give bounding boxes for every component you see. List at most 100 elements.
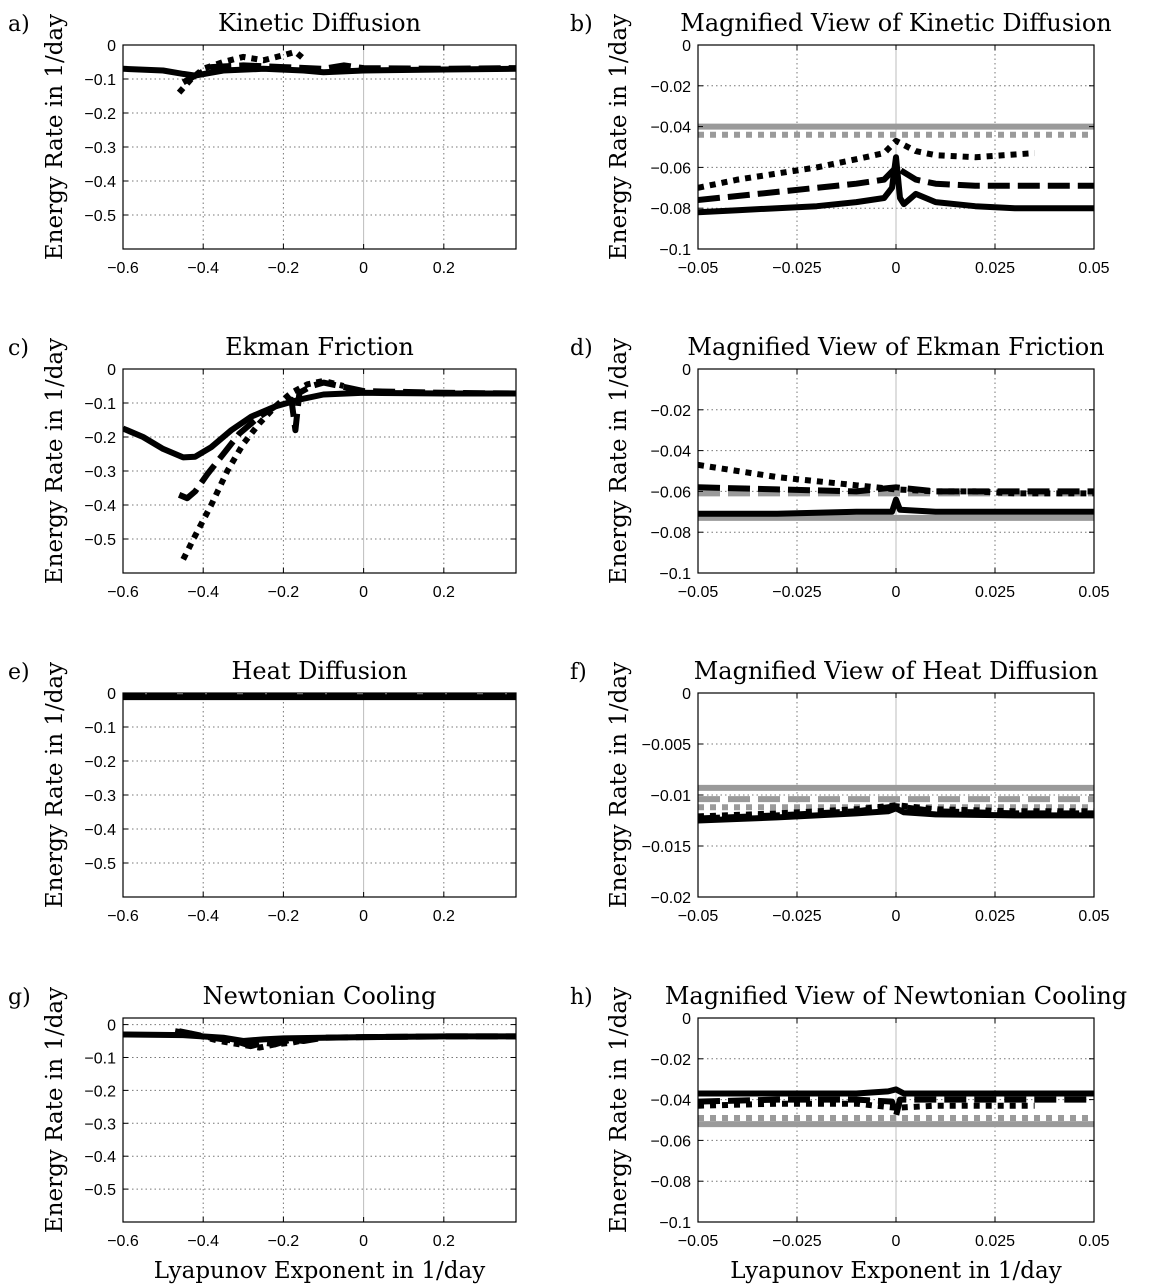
- y-tick-label: −0.08: [651, 1174, 692, 1191]
- y-tick-label: −0.06: [651, 484, 692, 501]
- y-tick-label: −0.4: [84, 174, 116, 191]
- y-tick-label: −0.02: [651, 890, 692, 907]
- y-tick-label: −0.1: [84, 1050, 116, 1067]
- x-tick-label: 0.2: [433, 1233, 455, 1250]
- x-tick-label: −0.025: [772, 908, 821, 925]
- panel-title: Magnified View of Ekman Friction: [687, 333, 1104, 361]
- y-tick-label: −0.3: [84, 1116, 116, 1133]
- x-tick-label: −0.2: [268, 908, 300, 925]
- y-tick-label: −0.1: [659, 1215, 691, 1232]
- x-tick-label: 0.05: [1078, 584, 1109, 601]
- series-group: [123, 377, 516, 561]
- y-axis-label: Energy Rate in 1/day: [42, 338, 68, 584]
- series-line-dotted-black: [698, 802, 1094, 820]
- y-axis-label: Energy Rate in 1/day: [42, 14, 68, 260]
- y-tick-label: 0: [682, 362, 691, 379]
- plot-area: [123, 693, 516, 897]
- x-tick-label: −0.6: [107, 1233, 139, 1250]
- y-tick-label: −0.3: [84, 464, 116, 481]
- x-tick-label: −0.05: [678, 908, 719, 925]
- y-tick-label: −0.015: [642, 839, 691, 856]
- y-tick-label: −0.04: [651, 444, 692, 461]
- x-tick-label: 0: [359, 260, 368, 277]
- y-tick-label: −0.5: [84, 532, 116, 549]
- x-tick-label: −0.6: [107, 908, 139, 925]
- y-tick-label: −0.01: [651, 788, 692, 805]
- y-tick-label: −0.02: [651, 403, 692, 420]
- y-tick-label: −0.5: [84, 208, 116, 225]
- x-tick-label: −0.05: [678, 1233, 719, 1250]
- y-tick-label: −0.08: [651, 525, 692, 542]
- series-line-dotted-black: [698, 1100, 1035, 1111]
- panel-b: −0.05 −0.025 0 0.025 0.05 0 −0.02 −0.04 −0.06 −0.…: [570, 9, 1112, 277]
- y-tick-label: 0: [107, 1018, 116, 1035]
- y-tick-label: −0.2: [84, 106, 116, 123]
- x-tick-label: 0.025: [975, 1233, 1015, 1250]
- panel-title: Kinetic Diffusion: [218, 9, 421, 37]
- series-group: [123, 1028, 516, 1051]
- series-line-solid-black: [698, 496, 1094, 517]
- y-tick-label: 0: [682, 1011, 691, 1028]
- x-axis-label: Lyapunov Exponent in 1/day: [730, 1258, 1062, 1284]
- y-tick-label: −0.02: [651, 1052, 692, 1069]
- x-tick-label: 0.05: [1078, 908, 1109, 925]
- x-tick-label: 0: [359, 584, 368, 601]
- x-tick-label: −0.6: [107, 584, 139, 601]
- x-tick-label: 0: [359, 1233, 368, 1250]
- x-tick-label: −0.6: [107, 260, 139, 277]
- x-tick-label: 0: [892, 260, 901, 277]
- x-tick-label: −0.4: [187, 908, 219, 925]
- panel-letter: e): [8, 660, 30, 685]
- x-tick-label: −0.025: [772, 584, 821, 601]
- panel-a: −0.6 −0.4 −0.2 0 0.2 0 −0.1 −0.2 −0.3 −0.4 −0.5 Kin…: [8, 9, 517, 277]
- y-tick-label: −0.5: [84, 1182, 116, 1199]
- series-line-dashed-black: [698, 1096, 1094, 1119]
- panel-letter: f): [570, 660, 587, 685]
- y-tick-label: −0.1: [659, 242, 691, 259]
- x-tick-label: 0.2: [433, 584, 455, 601]
- series-line-solid-black: [698, 154, 1094, 216]
- y-axis-label: Energy Rate in 1/day: [606, 338, 632, 584]
- axes-frame: [122, 1017, 517, 1223]
- panel-letter: h): [570, 985, 593, 1010]
- y-tick-label: −0.02: [651, 79, 692, 96]
- x-tick-label: 0.05: [1078, 260, 1109, 277]
- y-tick-label: 0: [682, 686, 691, 703]
- x-tick-label: 0.025: [975, 908, 1015, 925]
- x-tick-label: −0.4: [187, 1233, 219, 1250]
- series-line-dashed-black: [698, 164, 1094, 203]
- x-tick-label: −0.2: [268, 1233, 300, 1250]
- y-tick-label: −0.1: [84, 720, 116, 737]
- series-group: [123, 693, 516, 701]
- x-tick-label: 0.2: [433, 908, 455, 925]
- panel-title: Newtonian Cooling: [203, 982, 437, 1010]
- y-tick-label: −0.1: [84, 396, 116, 413]
- y-axis-label: Energy Rate in 1/day: [606, 662, 632, 908]
- x-tick-label: 0: [892, 584, 901, 601]
- series-line-solid-black: [698, 1086, 1094, 1097]
- series-line-dashed-black: [698, 484, 1094, 495]
- y-tick-label: −0.04: [651, 1093, 692, 1110]
- panel-g: −0.6 −0.4 −0.2 0 0.2 0 −0.1 −0.2 −0.3 −0.4 −0.5 New…: [8, 982, 517, 1284]
- panel-title: Magnified View of Newtonian Cooling: [665, 982, 1127, 1010]
- series-line-dashed-black: [177, 379, 516, 502]
- series-line-dashed-black: [181, 62, 516, 86]
- x-tick-label: −0.05: [678, 260, 719, 277]
- y-tick-label: −0.4: [84, 822, 116, 839]
- y-tick-label: −0.2: [84, 754, 116, 771]
- y-tick-label: −0.4: [84, 498, 116, 515]
- y-axis-label: Energy Rate in 1/day: [606, 987, 632, 1233]
- y-tick-label: −0.1: [659, 566, 691, 583]
- y-tick-label: 0: [107, 362, 116, 379]
- panel-h: −0.05 −0.025 0 0.025 0.05 0 −0.02 −0.04 −0.06 −0.…: [570, 982, 1127, 1284]
- series-group: [698, 123, 1094, 216]
- series-line-solid-black: [123, 389, 516, 461]
- panel-letter: c): [8, 336, 29, 361]
- x-tick-label: −0.025: [772, 260, 821, 277]
- series-line-dotted-black: [176, 48, 306, 95]
- x-tick-label: 0: [892, 908, 901, 925]
- y-tick-label: −0.04: [651, 120, 692, 137]
- y-axis-label: Energy Rate in 1/day: [606, 14, 632, 260]
- y-axis-label: Energy Rate in 1/day: [42, 987, 68, 1233]
